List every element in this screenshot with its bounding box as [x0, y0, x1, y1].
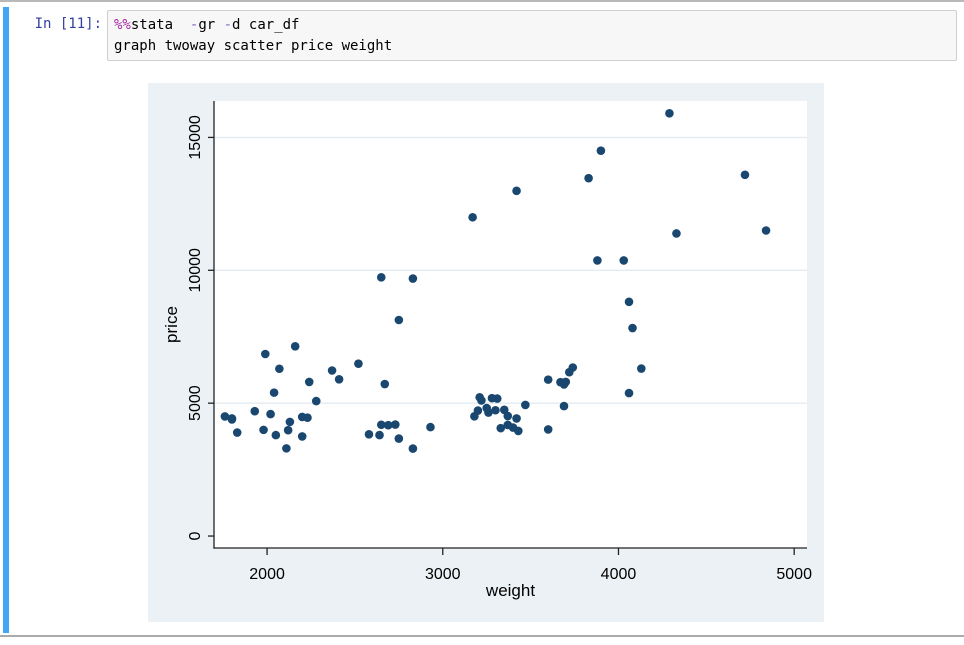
data-point — [250, 406, 260, 416]
data-point — [269, 388, 279, 397]
data-point — [740, 170, 750, 180]
x-tick-label-3000: 3000 — [425, 566, 461, 583]
data-point — [376, 273, 386, 282]
data-point — [283, 425, 293, 435]
data-point — [468, 212, 477, 222]
data-point — [259, 425, 268, 435]
page-bottom-border — [0, 635, 964, 637]
data-point — [521, 400, 530, 410]
data-point — [232, 428, 242, 437]
data-point — [334, 374, 344, 384]
data-point — [596, 146, 606, 155]
data-point — [426, 422, 435, 432]
y-tick-label-15000: 15000 — [187, 115, 204, 160]
data-point — [761, 226, 771, 235]
data-point — [503, 420, 513, 430]
data-point — [503, 411, 513, 421]
data-point — [380, 379, 390, 389]
data-point — [514, 426, 523, 436]
x-tick-label-5000: 5000 — [776, 566, 812, 583]
data-point — [297, 432, 307, 441]
data-point — [624, 388, 634, 398]
x-tick-label-4000: 4000 — [601, 566, 637, 583]
data-point — [375, 430, 384, 440]
data-point — [561, 377, 571, 387]
data-point — [285, 417, 295, 427]
y-tick-label-10000: 10000 — [187, 248, 204, 293]
data-point — [227, 414, 237, 423]
plot-region — [214, 101, 807, 548]
data-point — [408, 444, 418, 453]
data-point — [564, 367, 574, 377]
data-point — [484, 408, 493, 417]
data-point — [394, 315, 404, 325]
data-point — [376, 420, 386, 430]
data-point — [496, 423, 506, 433]
data-point — [665, 109, 674, 118]
data-point — [266, 409, 275, 419]
data-point — [391, 420, 400, 429]
data-point — [408, 274, 418, 283]
data-point — [628, 323, 637, 333]
data-point — [593, 256, 602, 265]
data-point — [492, 394, 502, 403]
data-point — [311, 396, 321, 406]
page-top-border — [0, 0, 964, 2]
data-point — [584, 173, 593, 183]
code-editor[interactable]: %%stata -gr -d car_df graph twoway scatt… — [107, 10, 957, 61]
data-point — [275, 364, 284, 374]
y-axis-title: price — [162, 306, 181, 343]
data-point — [624, 297, 634, 307]
data-point — [491, 405, 500, 415]
data-point — [327, 366, 337, 375]
code-text[interactable]: %%stata -gr -d car_df graph twoway scatt… — [114, 17, 393, 54]
data-point — [473, 406, 483, 415]
data-point — [261, 349, 270, 359]
data-point — [364, 429, 374, 439]
y-tick-label-5000: 5000 — [187, 385, 204, 421]
data-point — [297, 412, 307, 422]
selected-cell-indicator[interactable] — [3, 7, 9, 633]
data-point — [619, 256, 629, 265]
data-point — [543, 425, 553, 434]
data-point — [290, 341, 300, 351]
data-point — [559, 401, 569, 411]
data-point — [304, 377, 314, 387]
cell-output-graph: 0 5000 10000 15000 2000 3000 4000 5000 weight pri… — [148, 83, 824, 622]
data-point — [512, 186, 521, 196]
data-point — [543, 375, 553, 384]
data-point — [383, 420, 393, 430]
y-tick-label-0: 0 — [187, 531, 204, 540]
input-prompt: In [11]: — [34, 16, 102, 32]
x-axis-title: weight — [485, 581, 535, 600]
data-point — [672, 229, 681, 238]
data-point — [220, 412, 230, 421]
data-point — [394, 434, 404, 443]
data-point — [354, 359, 363, 368]
data-point — [512, 414, 521, 423]
scatter-plot: 0 5000 10000 15000 2000 3000 4000 5000 weight pri… — [148, 83, 824, 622]
data-point — [475, 392, 484, 402]
x-tick-label-2000: 2000 — [249, 566, 285, 583]
data-point — [271, 430, 281, 440]
data-point — [282, 444, 291, 453]
data-point — [637, 364, 646, 373]
